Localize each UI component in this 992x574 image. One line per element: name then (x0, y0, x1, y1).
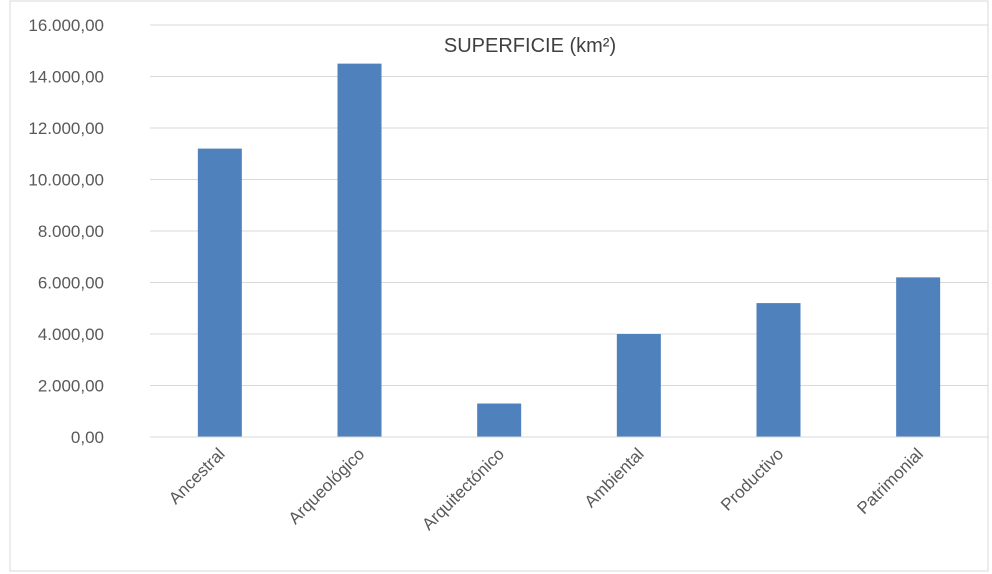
bar-patrimonial (896, 277, 940, 437)
chart-title: SUPERFICIE (km²) (444, 35, 616, 57)
y-axis-ticks: 0,00 2.000,00 4.000,00 6.000,00 8.000,00 10.0… (28, 16, 104, 447)
y-tick-label: 0,00 (71, 428, 104, 447)
y-tick-label: 2.000,00 (38, 377, 104, 396)
bar-ambiental (617, 334, 661, 437)
bar-arqueologico (338, 64, 382, 437)
bar-productivo (757, 303, 801, 437)
y-tick-label: 8.000,00 (38, 222, 104, 241)
chart-border (10, 1, 988, 571)
y-tick-label: 10.000,00 (28, 171, 104, 190)
y-tick-label: 16.000,00 (28, 16, 104, 35)
y-tick-label: 12.000,00 (28, 119, 104, 138)
bar-arquitectonico (477, 404, 521, 437)
y-tick-label: 4.000,00 (38, 325, 104, 344)
bar-ancestral (198, 149, 242, 437)
y-tick-label: 14.000,00 (28, 68, 104, 87)
y-tick-label: 6.000,00 (38, 274, 104, 293)
